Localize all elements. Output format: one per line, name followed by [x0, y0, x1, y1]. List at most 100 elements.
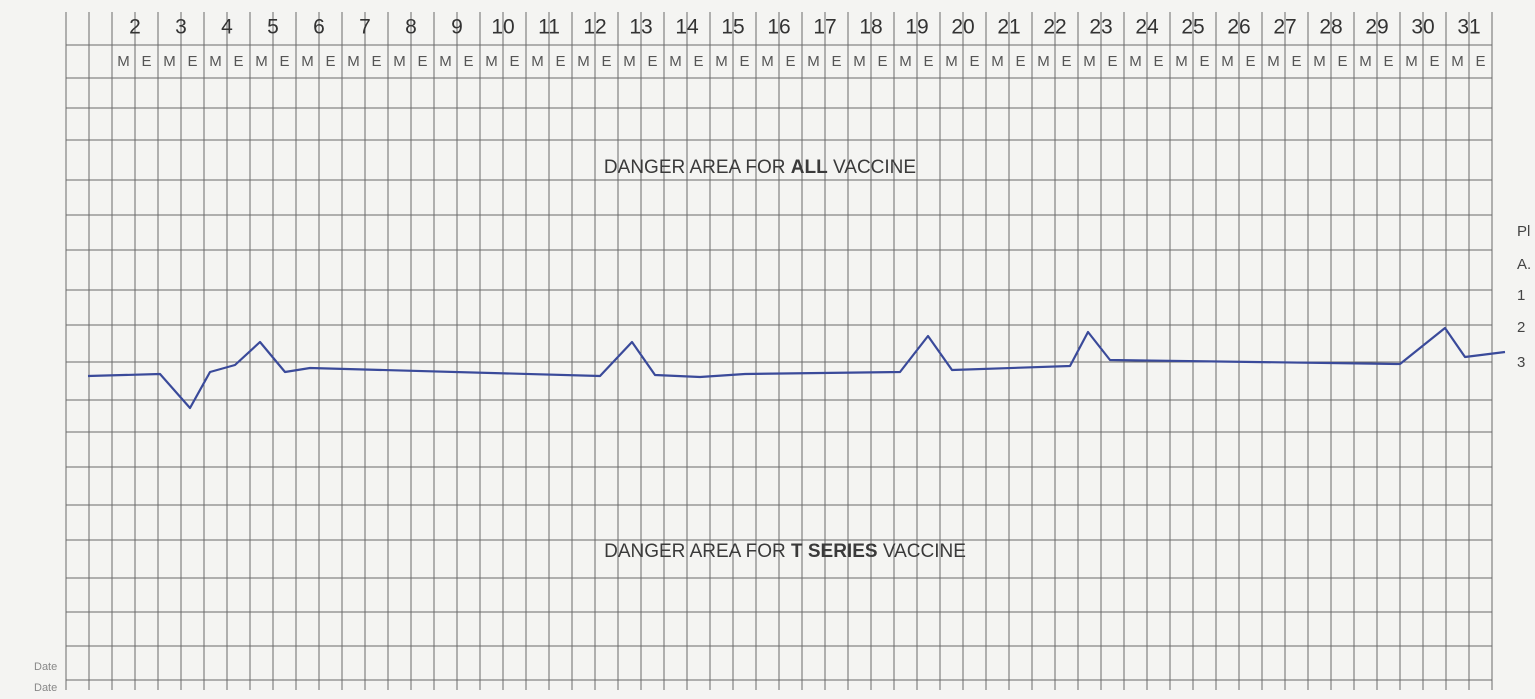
day-label: 8	[405, 16, 417, 39]
day-label: 19	[905, 16, 928, 39]
shift-label: M	[209, 53, 222, 70]
shift-label: M	[899, 53, 912, 70]
shift-label: M	[715, 53, 728, 70]
shift-label: E	[187, 53, 197, 70]
day-label: 25	[1181, 16, 1204, 39]
shift-label: M	[1313, 53, 1326, 70]
shift-label: E	[1429, 53, 1439, 70]
shift-label: E	[1475, 53, 1485, 70]
shift-label: E	[739, 53, 749, 70]
shift-label: M	[1359, 53, 1372, 70]
shift-label: M	[945, 53, 958, 70]
shift-label: E	[555, 53, 565, 70]
shift-label: M	[1175, 53, 1188, 70]
zone-text: DANGER AREA FOR	[604, 541, 791, 562]
margin-note: Pl	[1517, 223, 1530, 240]
zone-text: VACCINE	[878, 541, 966, 562]
shift-label: M	[439, 53, 452, 70]
date-label: Date	[34, 682, 57, 694]
day-label: 30	[1411, 16, 1434, 39]
day-label: 12	[583, 16, 606, 39]
day-label: 13	[629, 16, 652, 39]
day-label: 4	[221, 16, 233, 39]
shift-label: E	[1107, 53, 1117, 70]
day-label: 26	[1227, 16, 1250, 39]
day-label: 6	[313, 16, 325, 39]
day-label: 18	[859, 16, 882, 39]
shift-label: E	[1061, 53, 1071, 70]
zone-text-bold: T SERIES	[791, 541, 878, 562]
shift-label: M	[393, 53, 406, 70]
shift-label: E	[969, 53, 979, 70]
shift-label: M	[301, 53, 314, 70]
shift-label: M	[669, 53, 682, 70]
shift-label: E	[693, 53, 703, 70]
shift-label: M	[1451, 53, 1464, 70]
date-label: Date	[34, 661, 57, 673]
margin-note: A.	[1517, 256, 1531, 273]
shift-label: M	[117, 53, 130, 70]
day-label: 16	[767, 16, 790, 39]
shift-label: E	[509, 53, 519, 70]
shift-label: M	[1037, 53, 1050, 70]
margin-note: 1	[1517, 287, 1525, 304]
shift-label: M	[1267, 53, 1280, 70]
grid	[65, 12, 1493, 690]
day-label: 9	[451, 16, 463, 39]
shift-label: M	[485, 53, 498, 70]
shift-label: M	[853, 53, 866, 70]
shift-label: M	[623, 53, 636, 70]
shift-label: M	[577, 53, 590, 70]
shift-label: E	[647, 53, 657, 70]
shift-label: M	[255, 53, 268, 70]
day-label: 10	[491, 16, 514, 39]
day-label: 23	[1089, 16, 1112, 39]
shift-label: M	[347, 53, 360, 70]
shift-label: M	[163, 53, 176, 70]
shift-label: E	[371, 53, 381, 70]
shift-label: M	[1083, 53, 1096, 70]
zone-text: DANGER AREA FOR	[604, 157, 791, 178]
day-label: 21	[997, 16, 1020, 39]
shift-label: E	[1337, 53, 1347, 70]
zone-text: VACCINE	[828, 157, 916, 178]
shift-label: M	[807, 53, 820, 70]
day-label: 11	[538, 16, 560, 39]
day-label: 29	[1365, 16, 1388, 39]
day-label: 7	[359, 16, 371, 39]
shift-label: E	[877, 53, 887, 70]
day-label: 20	[951, 16, 974, 39]
shift-label: E	[1245, 53, 1255, 70]
shift-label: E	[325, 53, 335, 70]
danger-area-all: DANGER AREA FOR ALL VACCINE	[604, 157, 916, 178]
day-label: 2	[129, 16, 141, 39]
shift-label: E	[141, 53, 151, 70]
shift-label: M	[1405, 53, 1418, 70]
day-label: 15	[721, 16, 744, 39]
shift-label: E	[831, 53, 841, 70]
shift-label: M	[1221, 53, 1234, 70]
shift-label: M	[1129, 53, 1142, 70]
zone-text-bold: ALL	[791, 157, 828, 178]
shift-label: M	[991, 53, 1004, 70]
day-label: 14	[675, 16, 699, 39]
shift-label: E	[923, 53, 933, 70]
shift-label: E	[601, 53, 611, 70]
shift-label: E	[1199, 53, 1209, 70]
day-label: 22	[1043, 16, 1066, 39]
shift-label: E	[463, 53, 473, 70]
day-label: 3	[175, 16, 187, 39]
day-label: 27	[1273, 16, 1296, 39]
shift-label: E	[1291, 53, 1301, 70]
day-label: 5	[267, 16, 279, 39]
margin-note: 3	[1517, 354, 1525, 371]
day-label: 31	[1457, 16, 1480, 39]
day-label: 17	[813, 16, 836, 39]
shift-label: M	[531, 53, 544, 70]
shift-label: E	[1383, 53, 1393, 70]
day-label: 28	[1319, 16, 1342, 39]
danger-area-t-series: DANGER AREA FOR T SERIES VACCINE	[604, 541, 966, 562]
shift-label: E	[1153, 53, 1163, 70]
